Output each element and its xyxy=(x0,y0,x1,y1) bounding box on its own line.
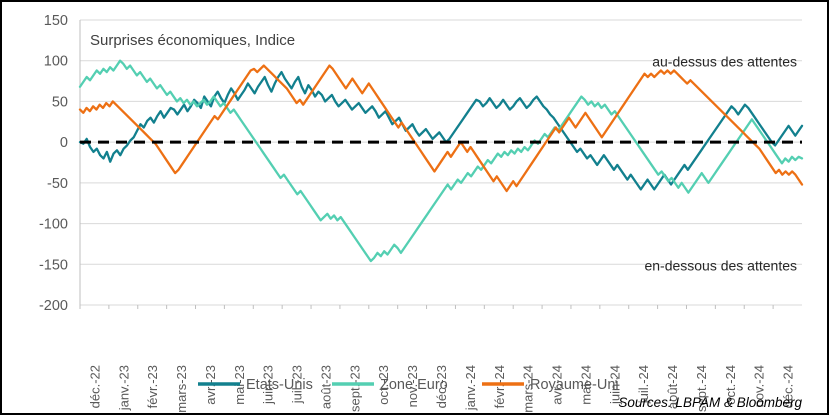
y-axis-tick-label: 100 xyxy=(44,54,68,70)
x-axis-tick-label: juin-23 xyxy=(261,365,276,405)
y-axis-tick-labels: 150 100 50 0 -50 -100 -150 -200 xyxy=(39,13,68,314)
x-axis-tick-label: oct.-24 xyxy=(723,365,738,405)
series-line-royaume-uni xyxy=(78,64,804,193)
y-axis-tick-label: -50 xyxy=(47,176,68,192)
annotation-label: au-dessus des attentes xyxy=(652,54,797,70)
y-axis-tick-label: 50 xyxy=(52,94,68,110)
x-axis-tick-label: août-24 xyxy=(665,365,680,409)
chart-legend: Etats-Unis Zone Euro Royaume-Uni xyxy=(198,377,619,393)
x-axis-tick-label: févr.-23 xyxy=(145,365,160,408)
x-axis-tick-label: déc.-22 xyxy=(87,365,102,408)
x-axis-tick-label: févr.-24 xyxy=(492,365,507,408)
x-axis-tick-label: juil.-23 xyxy=(290,365,305,404)
x-axis-tick-labels: déc.-22janv.-23févr.-23mars-23avr.-23mai… xyxy=(87,365,795,413)
x-axis-tick-label: déc.-24 xyxy=(781,365,796,408)
x-axis-tick-label: juin-24 xyxy=(607,365,622,405)
x-axis-tick-label: nov.-24 xyxy=(752,365,767,407)
gridlines-group xyxy=(80,19,802,306)
tickmarks-group xyxy=(79,20,774,309)
chart-annotations: au-dessus des attentes en-dessous des att… xyxy=(644,54,797,274)
y-axis-tick-label: -150 xyxy=(39,257,68,273)
legend-label-zone-euro: Zone Euro xyxy=(380,377,448,393)
y-axis-tick-label: -200 xyxy=(39,298,68,314)
x-axis-tick-label: sept.-24 xyxy=(694,365,709,412)
x-axis-tick-label: mai-24 xyxy=(578,365,593,405)
y-axis-tick-label: 0 xyxy=(60,135,68,151)
source-note: Sources: LBPAM & Bloomberg xyxy=(618,395,802,410)
x-axis-tick-label: avr.-24 xyxy=(550,365,565,405)
x-axis-tick-label: mars-24 xyxy=(521,365,536,413)
x-axis-tick-label: sept.-23 xyxy=(347,365,362,412)
data-series-group xyxy=(78,59,804,263)
series-line-etats-unis xyxy=(78,70,804,191)
y-axis-tick-label: 150 xyxy=(44,13,68,29)
x-axis-tick-label: mars-23 xyxy=(174,365,189,413)
x-axis-tick-label: août-23 xyxy=(319,365,334,409)
x-axis-tick-label: janv.-23 xyxy=(116,365,131,411)
legend-label-royaume-uni: Royaume-Uni xyxy=(530,377,619,393)
x-axis-tick-label: oct.-23 xyxy=(376,365,391,405)
y-axis-tick-label: -100 xyxy=(39,217,68,233)
chart-title: Surprises économiques, Indice xyxy=(90,32,295,49)
x-axis-tick-label: janv.-24 xyxy=(463,365,478,411)
x-axis-tick-label: déc.-23 xyxy=(434,365,449,408)
legend-label-etats-unis: Etats-Unis xyxy=(246,377,313,393)
x-axis-tick-label: nov.-23 xyxy=(405,365,420,407)
series-line-zone-euro xyxy=(78,59,804,263)
annotation-label: en-dessous des attentes xyxy=(644,257,797,273)
x-axis-tick-label: juil.-24 xyxy=(636,365,651,404)
